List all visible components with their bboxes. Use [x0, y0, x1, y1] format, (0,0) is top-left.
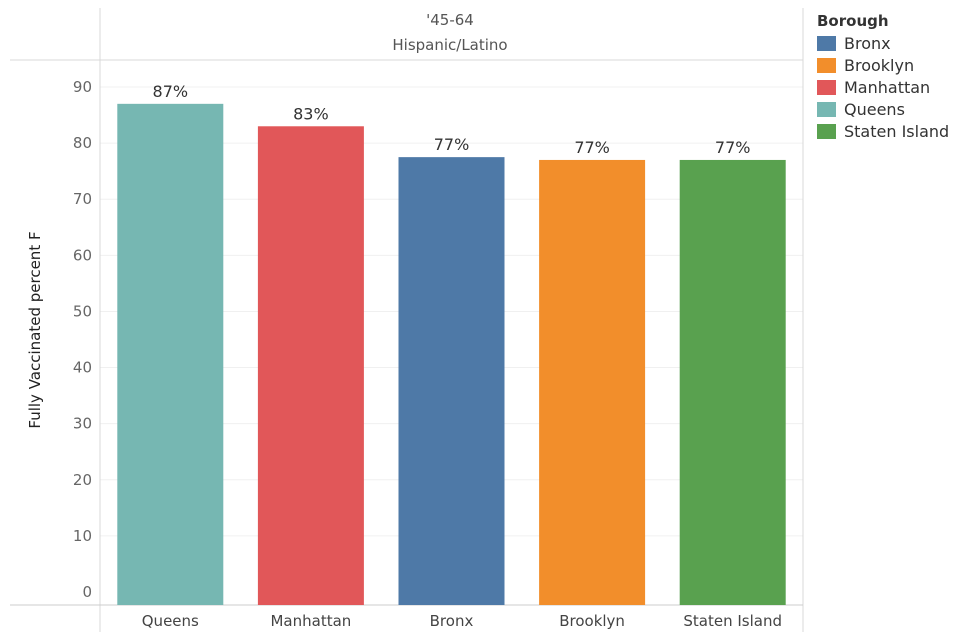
y-axis-title: Fully Vaccinated percent F: [26, 231, 44, 428]
data-label: 77%: [434, 135, 470, 154]
legend: Borough Bronx Brooklyn Manhattan Queens Stat…: [817, 12, 949, 142]
legend-swatch: [817, 35, 836, 51]
legend-label: Manhattan: [844, 77, 931, 97]
legend-swatch: [817, 79, 836, 95]
x-category-label: Queens: [142, 612, 199, 630]
bar-staten-island[interactable]: [679, 159, 786, 605]
y-tick-label: 10: [73, 527, 92, 545]
legend-title: Borough: [817, 12, 889, 30]
y-tick-label: 20: [73, 471, 92, 489]
bar-brooklyn[interactable]: [539, 159, 646, 605]
y-tick-label: 90: [73, 78, 92, 96]
x-category-label: Bronx: [430, 612, 474, 630]
legend-item-staten-island[interactable]: Staten Island: [817, 120, 949, 142]
header-ethnicity: Hispanic/Latino: [392, 36, 507, 54]
bar-manhattan[interactable]: [257, 126, 364, 606]
y-tick-label: 70: [73, 190, 92, 208]
legend-label: Staten Island: [844, 121, 950, 141]
legend-swatch: [817, 57, 836, 73]
y-tick-label: 0: [82, 583, 92, 601]
x-category-label: Staten Island: [683, 612, 782, 630]
data-labels: 87% 83% 77% 77% 77%: [153, 82, 751, 157]
y-tick-label: 60: [73, 246, 92, 264]
bar-queens[interactable]: [117, 103, 224, 605]
legend-swatch: [817, 123, 836, 139]
x-category-label: Manhattan: [270, 612, 351, 630]
legend-item-brooklyn[interactable]: Brooklyn: [817, 54, 949, 76]
y-tick-label: 30: [73, 415, 92, 433]
x-axis-categories: Queens Manhattan Bronx Brooklyn Staten Islan…: [142, 612, 782, 630]
y-tick-label: 80: [73, 134, 92, 152]
data-label: 83%: [293, 104, 329, 123]
bars: [117, 103, 786, 606]
legend-items: Bronx Brooklyn Manhattan Queens Staten Islan…: [817, 32, 949, 142]
legend-item-queens[interactable]: Queens: [817, 98, 949, 120]
y-tick-label: 40: [73, 359, 92, 377]
legend-item-bronx[interactable]: Bronx: [817, 32, 949, 54]
legend-label: Queens: [844, 99, 905, 119]
data-label: 87%: [153, 82, 189, 101]
data-label: 77%: [715, 138, 751, 157]
legend-swatch: [817, 101, 836, 117]
y-tick-label: 50: [73, 302, 92, 320]
header-age-group: '45-64: [426, 11, 474, 29]
bar-bronx[interactable]: [398, 157, 505, 605]
legend-item-manhattan[interactable]: Manhattan: [817, 76, 949, 98]
chart-header: '45-64 Hispanic/Latino: [392, 11, 507, 54]
x-category-label: Brooklyn: [559, 612, 625, 630]
legend-label: Bronx: [844, 33, 891, 53]
legend-label: Brooklyn: [844, 55, 915, 75]
y-axis-ticks: 0 10 20 30 40 50 60 70 80 90: [73, 78, 92, 601]
data-label: 77%: [574, 138, 610, 157]
